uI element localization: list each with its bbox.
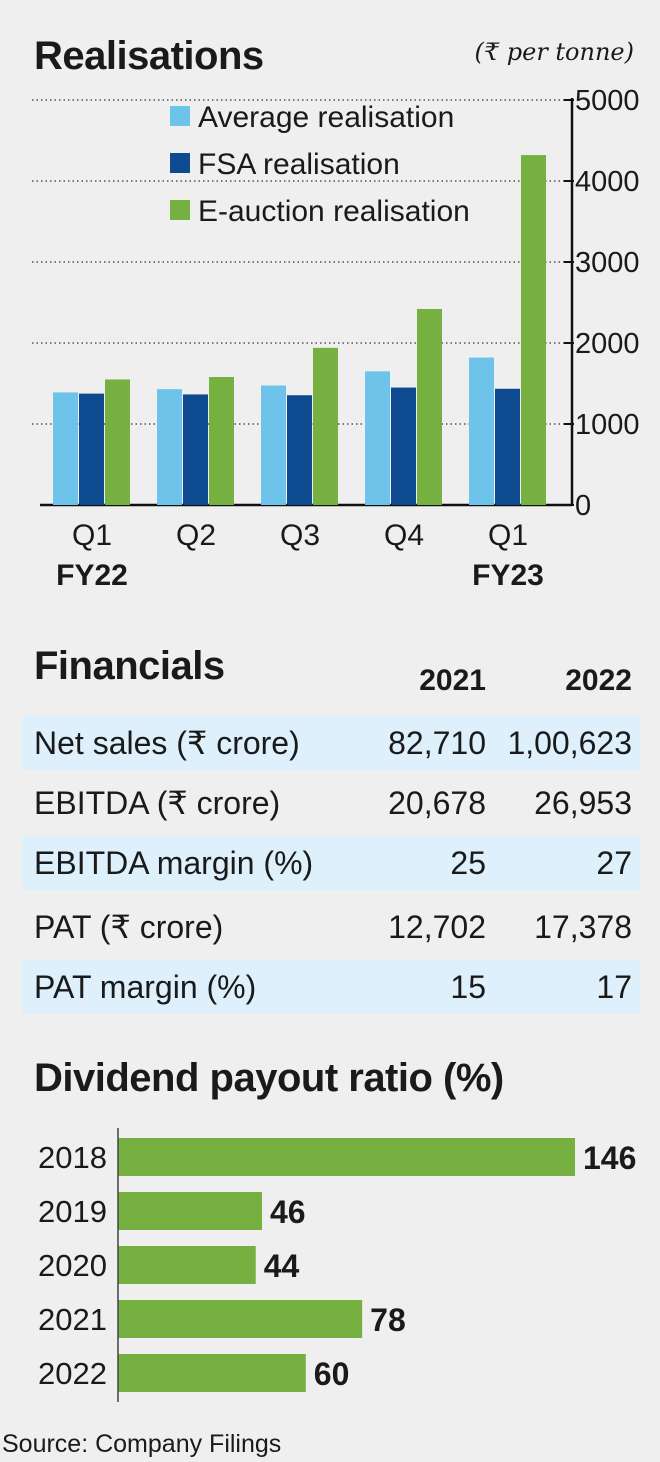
table-row: EBITDA (₹ crore) 20,678 26,953 [22, 776, 640, 830]
bar-fsa [183, 394, 208, 505]
row-value-2021: 82,710 [388, 725, 486, 761]
row-value-2021: 12,702 [388, 909, 486, 945]
bar-eauction [105, 379, 130, 505]
dividend-title: Dividend payout ratio (%) [34, 1056, 504, 1100]
row-label: Net sales (₹ crore) [34, 725, 300, 761]
data-label: 46 [270, 1194, 306, 1230]
table-row: PAT (₹ crore) 12,702 17,378 [22, 900, 640, 954]
x-tick-label: Q1 [488, 519, 528, 552]
y-tick-label: 0 [575, 490, 591, 522]
y-tick-label: 5000 [575, 85, 640, 117]
dividend-bar [118, 1300, 363, 1338]
legend-swatch [170, 200, 190, 220]
financials-title: Financials [34, 644, 225, 688]
bar-average [53, 392, 78, 505]
financials-col-2022: 2022 [565, 664, 632, 697]
dividend-bar [118, 1354, 306, 1392]
row-value-2021: 20,678 [388, 785, 486, 821]
y-category-label: 2022 [38, 1356, 107, 1391]
table-row: EBITDA margin (%) 25 27 [22, 836, 640, 890]
row-label: PAT (₹ crore) [34, 909, 224, 945]
source-note: Source: Company Filings [2, 1430, 282, 1458]
dividend-bar [118, 1192, 262, 1230]
table-row: Net sales (₹ crore) 82,710 1,00,623 [22, 716, 640, 770]
legend-label: FSA realisation [198, 148, 400, 181]
legend-swatch [170, 106, 190, 126]
dividend-bar [118, 1138, 575, 1176]
y-category-label: 2020 [38, 1248, 107, 1283]
x-group-label: FY23 [472, 559, 544, 592]
y-category-label: 2019 [38, 1194, 107, 1229]
row-label: EBITDA (₹ crore) [34, 785, 281, 821]
dividend-chart: 2018 146 2019 46 2020 44 2021 78 2022 60 [38, 1128, 636, 1402]
table-row: PAT margin (%) 15 17 [22, 960, 640, 1014]
bar-eauction [521, 155, 546, 505]
row-value-2022: 17,378 [534, 909, 632, 945]
data-label: 44 [264, 1248, 300, 1284]
bar-fsa [79, 393, 104, 505]
legend-swatch [170, 153, 190, 173]
bar-eauction [313, 347, 338, 505]
x-tick-label: Q4 [384, 519, 424, 552]
bar-eauction [417, 308, 442, 505]
row-value-2021: 15 [450, 969, 486, 1005]
data-label: 146 [583, 1140, 636, 1176]
realisations-title: Realisations [34, 34, 264, 78]
realisations-unit: (₹ per tonne) [474, 38, 634, 66]
dividend-bar [118, 1246, 256, 1284]
bar-fsa [495, 388, 520, 505]
y-tick-label: 1000 [575, 409, 640, 441]
legend-label: E-auction realisation [198, 195, 470, 228]
bar-average [365, 371, 390, 505]
x-tick-label: Q2 [176, 519, 216, 552]
row-value-2022: 1,00,623 [507, 725, 632, 761]
y-category-label: 2021 [38, 1302, 107, 1337]
data-label: 60 [314, 1356, 350, 1392]
data-label: 78 [370, 1302, 406, 1338]
realisations-chart: 0 1000 2000 3000 4000 5000 Q1 FY22 Q2 Q3 Q4 Q1 FY23 A… [32, 85, 640, 592]
row-value-2021: 25 [450, 845, 486, 881]
row-value-2022: 27 [596, 845, 632, 881]
x-tick-label: Q3 [280, 519, 320, 552]
financials-col-2021: 2021 [419, 664, 486, 697]
bar-fsa [391, 387, 416, 505]
bar-average [157, 389, 182, 505]
bar-eauction [209, 377, 234, 505]
bar-average [469, 357, 494, 505]
row-value-2022: 26,953 [534, 785, 632, 821]
row-label: EBITDA margin (%) [34, 845, 314, 881]
y-tick-label: 2000 [575, 328, 640, 360]
row-value-2022: 17 [596, 969, 632, 1005]
y-tick-label: 3000 [575, 247, 640, 279]
x-group-label: FY22 [56, 559, 128, 592]
legend-label: Average realisation [198, 101, 454, 134]
row-label: PAT margin (%) [34, 969, 257, 1005]
y-tick-label: 4000 [575, 166, 640, 198]
x-tick-label: Q1 [72, 519, 112, 552]
y-category-label: 2018 [38, 1140, 107, 1175]
bar-average [261, 385, 286, 505]
bar-fsa [287, 395, 312, 505]
